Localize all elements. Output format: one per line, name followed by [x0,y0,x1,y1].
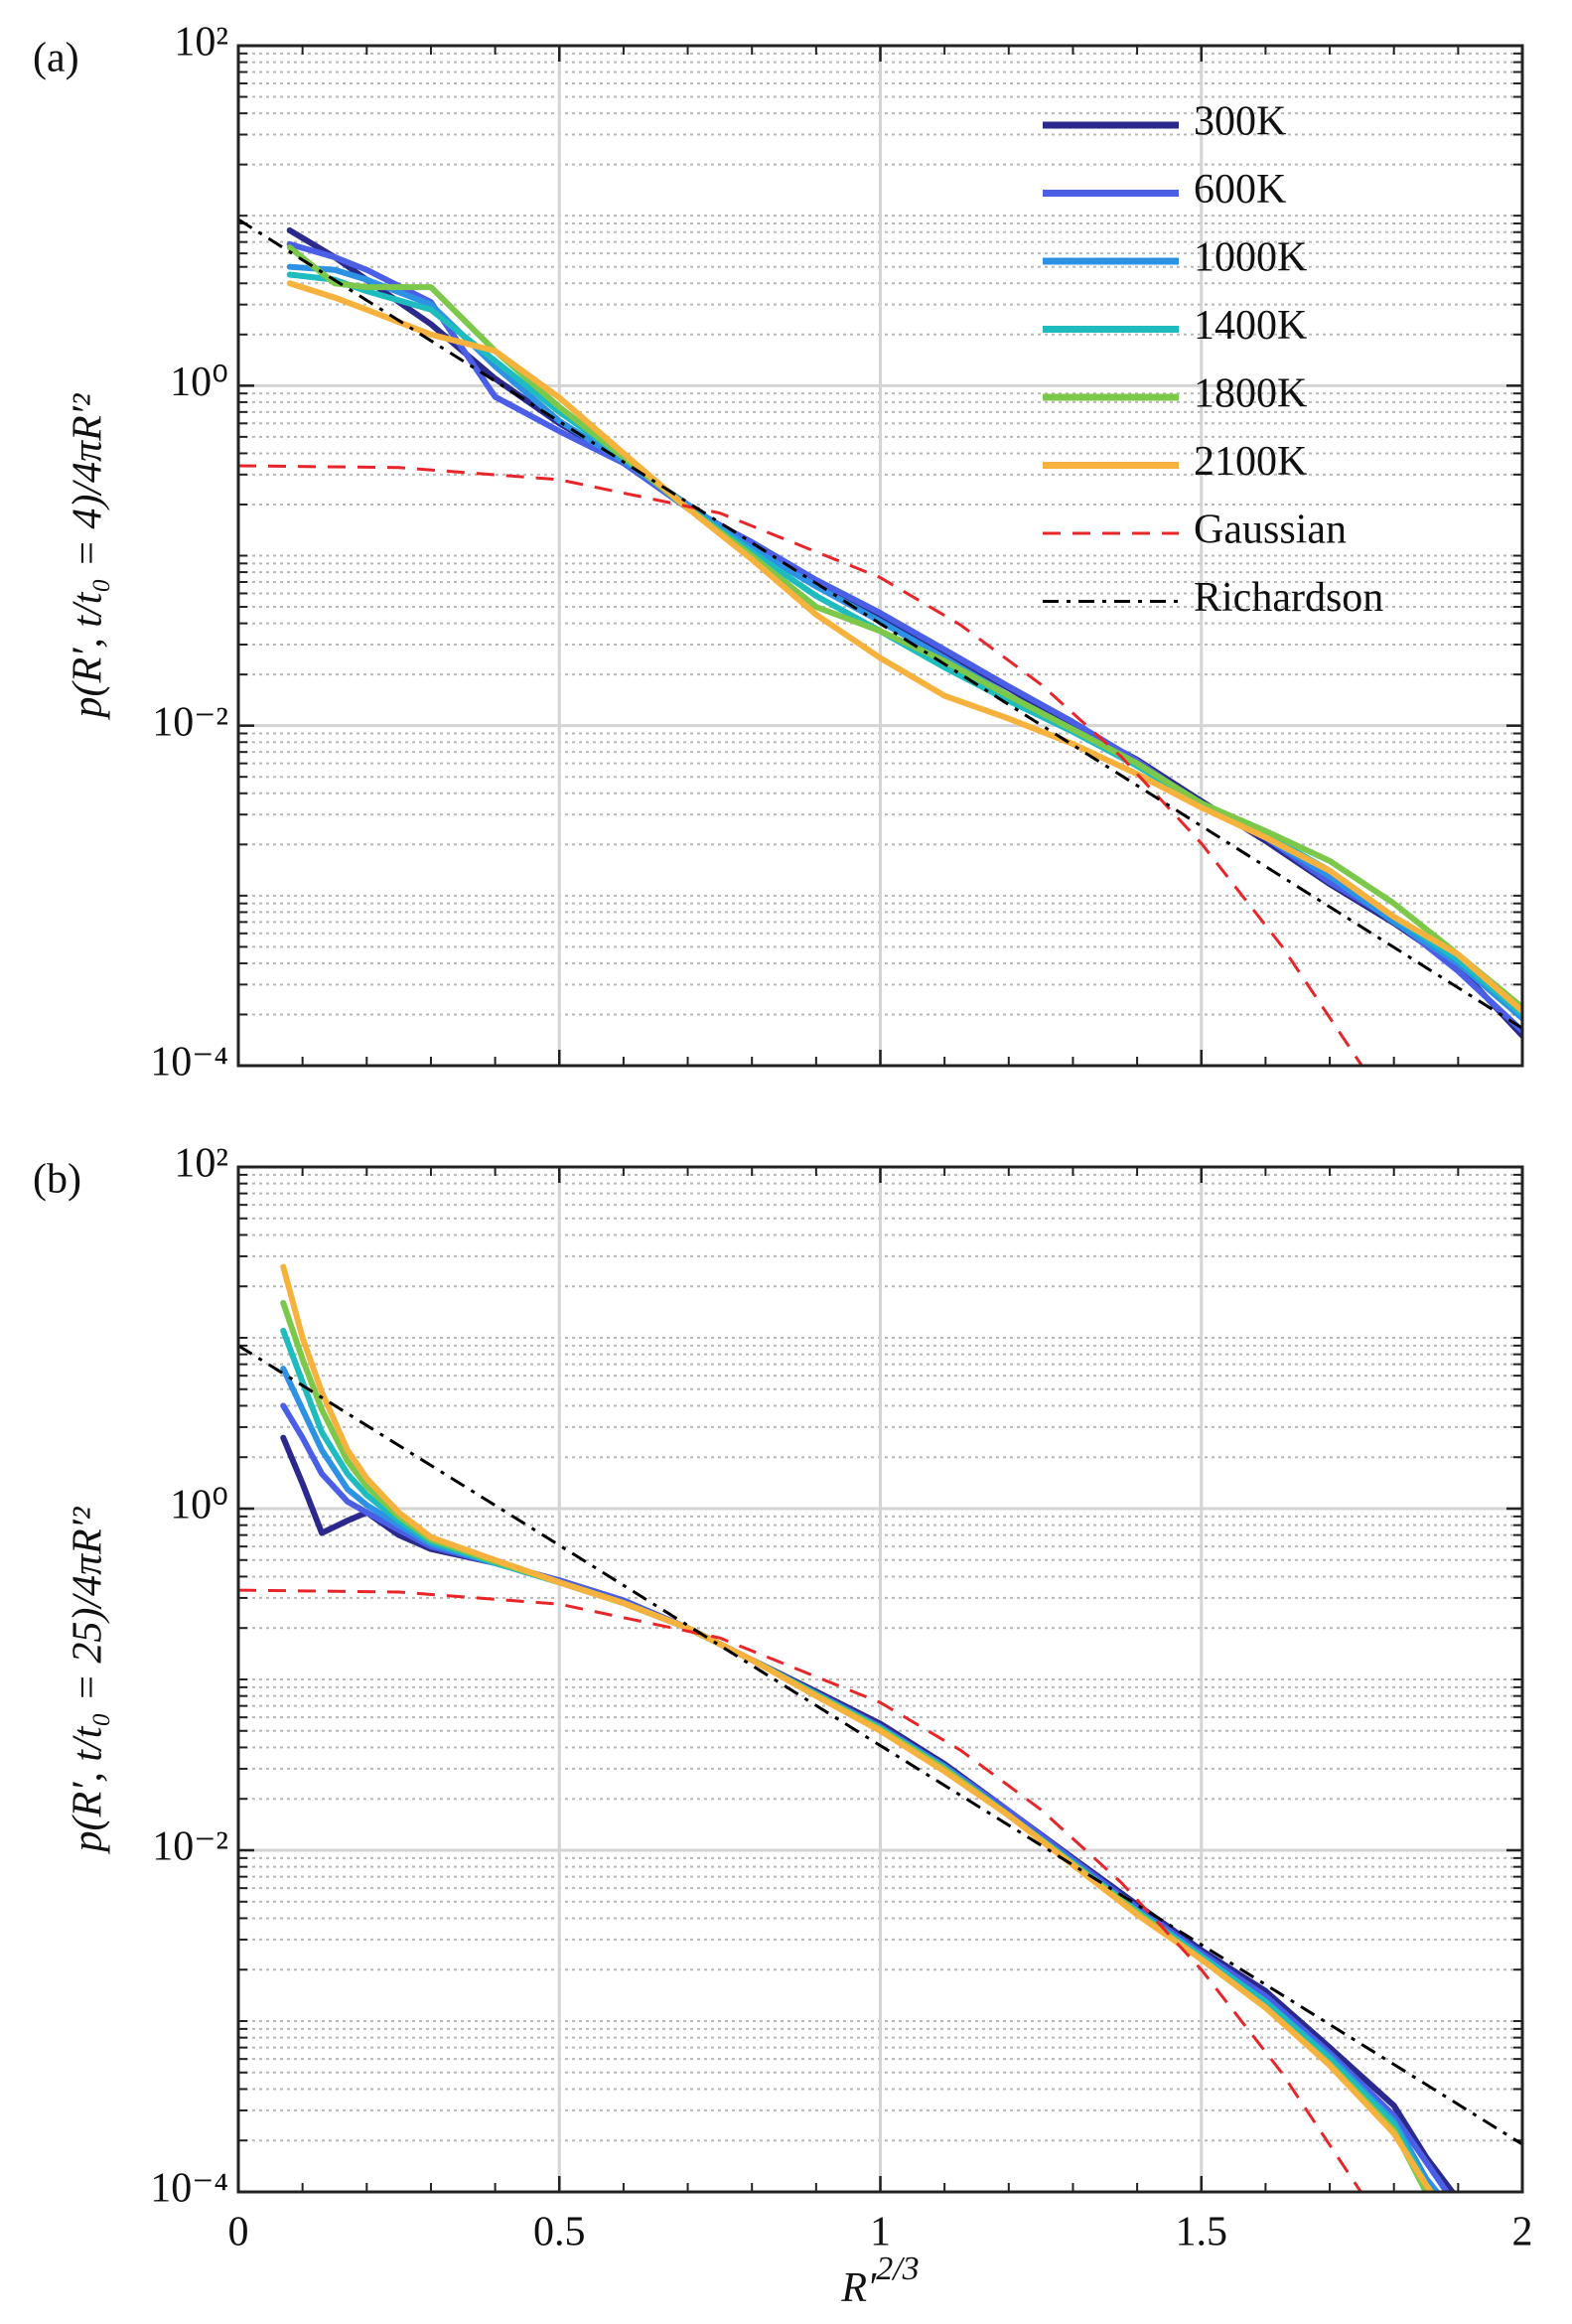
panel-label: (b) [33,1157,81,1203]
axes-frame [236,1165,1524,2194]
x-tick-label: 0.5 [533,2210,586,2255]
y-tick-label: 10⁰ [170,1483,228,1528]
y-tick-label: 10² [174,20,228,66]
series-line [238,1344,1522,2146]
y-tick-label: 10⁻⁴ [150,1040,228,1086]
panel: 10² 10⁰ 10⁻² 10⁻⁴ 300K 600K 1000K 1400K 1800K 210… [33,20,1524,1086]
series-line [238,218,1522,1030]
x-axis-label-exponent: 2/3 [876,2251,919,2287]
series-line [280,1366,1441,2192]
panel: 10² 10⁰ 10⁻² 10⁻⁴0 0.5 1 1.5 2 (b) p(R′, t/t₀ = 2… [33,1141,1533,2311]
series-line [238,1588,1363,2192]
series-line [286,244,1522,1011]
series-line [280,1402,1451,2192]
panel-label: (a) [33,36,79,81]
legend-label: 600K [1194,167,1286,213]
series-line [280,1299,1430,2192]
y-tick-label: 10² [174,1141,228,1187]
legend-label: 1800K [1194,371,1307,417]
series-line [280,1263,1435,2192]
y-axis-label: p(R′, t/t₀ = 25)/4πR′² [66,1506,111,1854]
y-axis-label: p(R′, t/t₀ = 4)/4πR′² [66,392,111,720]
plot-area [238,218,1522,1066]
series-line [238,464,1363,1066]
legend-label: 1400K [1194,303,1307,349]
y-tick-label: 10⁻² [152,699,228,745]
legend-label: Richardson [1194,575,1383,621]
legend-label: 300K [1194,99,1286,145]
series-line [280,1327,1435,2192]
series-line [286,240,1522,1035]
x-tick-label: 1 [870,2210,891,2255]
y-tick-label: 10⁻⁴ [150,2166,228,2212]
axes-frame [236,44,1524,1068]
y-tick-label: 10⁰ [170,360,228,405]
legend-label: Gaussian [1194,508,1347,553]
legend-label: 2100K [1194,439,1307,485]
x-tick-label: 1.5 [1176,2210,1228,2255]
legend-label: 1000K [1194,235,1307,281]
x-tick-label: 2 [1512,2210,1533,2255]
x-tick-label: 0 [228,2210,249,2255]
series-line [286,280,1522,1014]
x-axis-label: R′2/3 [840,2251,919,2311]
x-axis-label-base: R′ [840,2265,877,2311]
y-tick-label: 10⁻² [152,1824,228,1870]
plot-area [238,1263,1522,2192]
